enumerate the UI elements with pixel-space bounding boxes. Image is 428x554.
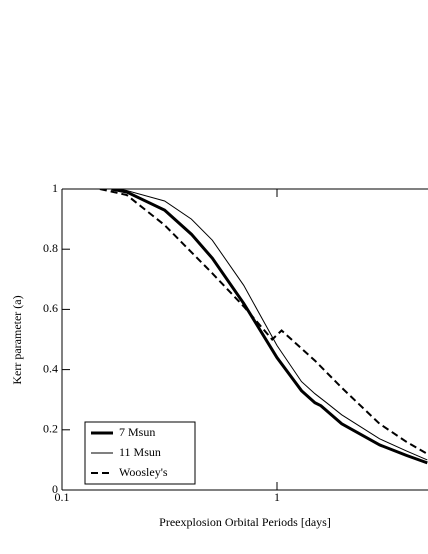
y-tick-label: 0.6 bbox=[43, 301, 58, 315]
line-series bbox=[99, 189, 428, 455]
x-axis-label: Preexplosion Orbital Periods [days] bbox=[159, 515, 331, 529]
y-tick-label: 1 bbox=[52, 181, 58, 195]
y-tick-label: 0.4 bbox=[43, 361, 58, 375]
y-tick-label: 0.2 bbox=[43, 422, 58, 436]
legend-label: Woosley's bbox=[119, 465, 168, 479]
plot-area bbox=[99, 189, 428, 465]
y-tick-label: 0 bbox=[52, 482, 58, 496]
x-tick-label: 0.1 bbox=[55, 490, 70, 504]
y-axis-label: Kerr parameter (a) bbox=[10, 295, 24, 384]
legend-label: 7 Msun bbox=[119, 425, 155, 439]
legend-label: 11 Msun bbox=[119, 445, 161, 459]
x-tick-label: 1 bbox=[274, 490, 280, 504]
y-tick-label: 0.8 bbox=[43, 241, 58, 255]
line-series bbox=[111, 189, 428, 465]
line-series bbox=[116, 189, 428, 461]
